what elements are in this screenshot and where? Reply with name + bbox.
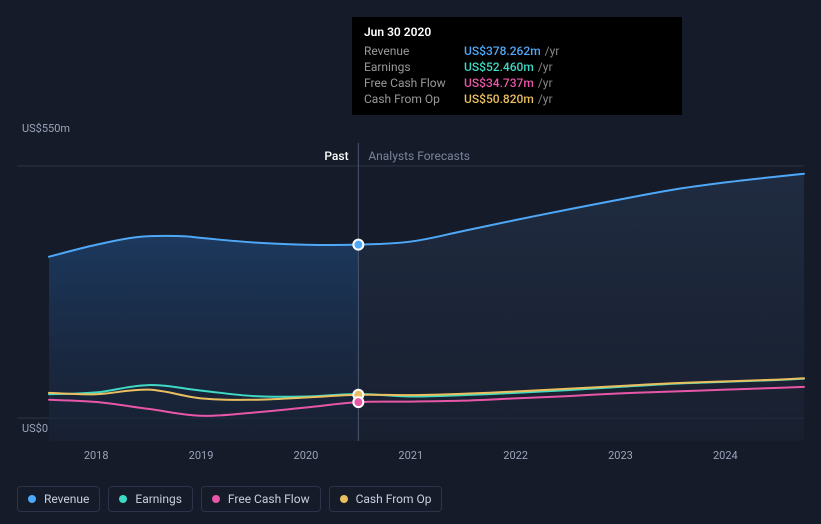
legend-item[interactable]: Earnings bbox=[108, 486, 193, 512]
tooltip-row: RevenueUS$378.262m/yr bbox=[364, 43, 670, 59]
chart-tooltip: Jun 30 2020 RevenueUS$378.262m/yrEarning… bbox=[352, 17, 682, 115]
legend-dot-icon bbox=[119, 495, 127, 503]
legend-item[interactable]: Revenue bbox=[17, 486, 100, 512]
legend-item-label: Revenue bbox=[44, 492, 89, 506]
y-tick-label: US$0 bbox=[22, 422, 48, 435]
x-tick-label: 2022 bbox=[503, 449, 528, 462]
x-tick-label: 2018 bbox=[84, 449, 109, 462]
legend-item[interactable]: Free Cash Flow bbox=[201, 486, 321, 512]
legend-dot-icon bbox=[28, 495, 36, 503]
x-tick-label: 2024 bbox=[713, 449, 738, 462]
tooltip-row-value: US$52.460m bbox=[464, 60, 534, 74]
tooltip-row-value: US$50.820m bbox=[464, 92, 534, 106]
legend-item[interactable]: Cash From Op bbox=[329, 486, 443, 512]
legend-item-label: Cash From Op bbox=[356, 492, 432, 506]
tooltip-row-value: US$378.262m bbox=[464, 44, 541, 58]
y-tick-label: US$550m bbox=[22, 122, 70, 135]
tooltip-row-label: Revenue bbox=[364, 44, 464, 58]
tooltip-row: Free Cash FlowUS$34.737m/yr bbox=[364, 75, 670, 91]
tooltip-row-unit: /yr bbox=[538, 92, 553, 106]
past-label: Past bbox=[324, 149, 348, 163]
x-tick-label: 2023 bbox=[608, 449, 633, 462]
tooltip-row-unit: /yr bbox=[538, 60, 553, 74]
legend-dot-icon bbox=[340, 495, 348, 503]
legend-dot-icon bbox=[212, 495, 220, 503]
chart-legend: Revenue Earnings Free Cash Flow Cash From O… bbox=[17, 486, 442, 512]
x-tick-label: 2020 bbox=[294, 449, 319, 462]
tooltip-row-unit: /yr bbox=[545, 44, 560, 58]
tooltip-row-label: Cash From Op bbox=[364, 92, 464, 106]
x-tick-label: 2019 bbox=[189, 449, 214, 462]
x-tick-label: 2021 bbox=[398, 449, 423, 462]
tooltip-row: Cash From OpUS$50.820m/yr bbox=[364, 91, 670, 107]
tooltip-row: EarningsUS$52.460m/yr bbox=[364, 59, 670, 75]
tooltip-row-label: Free Cash Flow bbox=[364, 76, 464, 90]
tooltip-date: Jun 30 2020 bbox=[364, 25, 670, 39]
tooltip-row-value: US$34.737m bbox=[464, 76, 534, 90]
legend-item-label: Free Cash Flow bbox=[228, 492, 310, 506]
forecast-label: Analysts Forecasts bbox=[368, 149, 470, 163]
financials-chart: US$550m US$0 Past Analysts Forecasts 201… bbox=[0, 0, 821, 524]
tooltip-row-unit: /yr bbox=[538, 76, 553, 90]
tooltip-row-label: Earnings bbox=[364, 60, 464, 74]
legend-item-label: Earnings bbox=[135, 492, 182, 506]
